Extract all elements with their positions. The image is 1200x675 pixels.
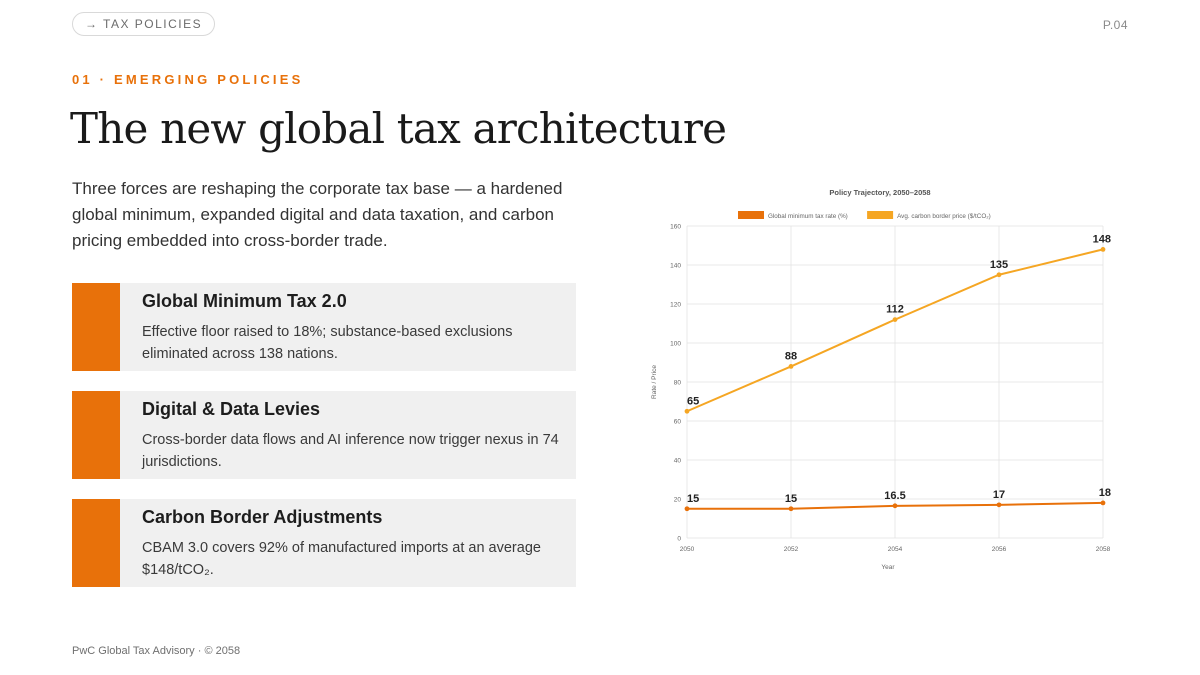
data-point xyxy=(1100,500,1106,506)
x-tick-label: 2050 xyxy=(680,546,695,553)
legend-label: Avg. carbon border price ($/tCO₂) xyxy=(897,213,991,220)
data-label: 135 xyxy=(990,259,1008,271)
chart-title: Policy Trajectory, 2050–2058 xyxy=(829,188,930,197)
data-point xyxy=(684,408,690,414)
card-body: Cross-border data flows and AI inference… xyxy=(142,432,559,470)
chart-canvas: Policy Trajectory, 2050–2058 Global mini… xyxy=(651,188,1111,571)
data-point xyxy=(996,272,1002,278)
data-label: 16.5 xyxy=(884,490,905,502)
y-axis-label: Rate / Price xyxy=(651,365,658,399)
x-tick-label: 2052 xyxy=(784,546,799,553)
y-tick-label: 140 xyxy=(670,263,681,270)
y-tick-label: 40 xyxy=(674,458,682,465)
policy-card: Digital & Data Levies Cross-border data … xyxy=(72,391,576,479)
legend-label: Global minimum tax rate (%) xyxy=(768,213,848,220)
data-point xyxy=(788,506,794,512)
y-tick-label: 100 xyxy=(670,341,681,348)
data-point xyxy=(996,502,1002,508)
data-point xyxy=(684,506,690,512)
data-label: 112 xyxy=(886,304,904,316)
card-accent-bar xyxy=(72,391,120,479)
data-label: 88 xyxy=(785,350,797,362)
card-body: Effective floor raised to 18%; substance… xyxy=(142,324,513,362)
x-tick-label: 2056 xyxy=(992,546,1007,553)
policy-card: Carbon Border Adjustments CBAM 3.0 cover… xyxy=(72,499,576,587)
legend-swatch xyxy=(867,211,894,219)
y-tick-label: 80 xyxy=(674,380,682,387)
card-body: CBAM 3.0 covers 92% of manufactured impo… xyxy=(142,540,541,578)
chart-series: 15 15 16.5 17 18 65 88 112 135 148 xyxy=(684,233,1111,512)
chart-grid xyxy=(686,225,1104,539)
card-title: Global Minimum Tax 2.0 xyxy=(142,291,347,311)
y-tick-label: 120 xyxy=(670,302,681,309)
x-tick-label: 2054 xyxy=(888,546,903,553)
data-point xyxy=(892,317,898,322)
data-point xyxy=(788,364,794,369)
data-label: 18 xyxy=(1099,487,1111,499)
data-label: 15 xyxy=(785,493,797,505)
data-point xyxy=(1100,247,1106,252)
y-tick-label: 60 xyxy=(674,419,682,426)
card-accent-bar xyxy=(72,499,120,587)
eyebrow: 01 · EMERGING POLICIES xyxy=(72,72,304,87)
chart-legend: Global minimum tax rate (%) Avg. carbon b… xyxy=(738,211,991,220)
section-pill-label: TAX POLICIES xyxy=(103,17,203,31)
policy-trajectory-chart: Policy Trajectory, 2050–2058 Global mini… xyxy=(640,180,1130,580)
section-pill[interactable]: → TAX POLICIES xyxy=(72,12,216,36)
card-accent-bar xyxy=(72,283,120,371)
chart-axes: 0 20 40 60 80 100 120 140 160 2050 2052 2054 2056 205… xyxy=(670,224,1110,554)
card-title: Carbon Border Adjustments xyxy=(142,507,383,527)
arrow-right-icon: → xyxy=(85,17,97,31)
policy-card: Global Minimum Tax 2.0 Effective floor r… xyxy=(72,283,576,371)
y-tick-label: 0 xyxy=(677,536,681,543)
data-label: 148 xyxy=(1093,233,1111,245)
x-tick-label: 2058 xyxy=(1096,546,1111,553)
y-tick-label: 160 xyxy=(670,224,681,231)
page-number: P.04 xyxy=(1102,18,1128,32)
page-title: The new global tax architecture xyxy=(70,104,727,153)
card-title: Digital & Data Levies xyxy=(142,399,321,419)
footer-credit: PwC Global Tax Advisory · © 2058 xyxy=(72,645,241,657)
y-tick-label: 20 xyxy=(674,497,682,504)
x-axis-label: Year xyxy=(881,564,895,571)
data-point xyxy=(892,503,898,509)
lede-paragraph: Three forces are reshaping the corporate… xyxy=(72,179,563,250)
data-label: 17 xyxy=(993,489,1005,501)
data-label: 65 xyxy=(687,395,699,407)
legend-swatch xyxy=(738,211,764,219)
data-label: 15 xyxy=(687,493,699,505)
policy-cards: Global Minimum Tax 2.0 Effective floor r… xyxy=(72,283,576,607)
